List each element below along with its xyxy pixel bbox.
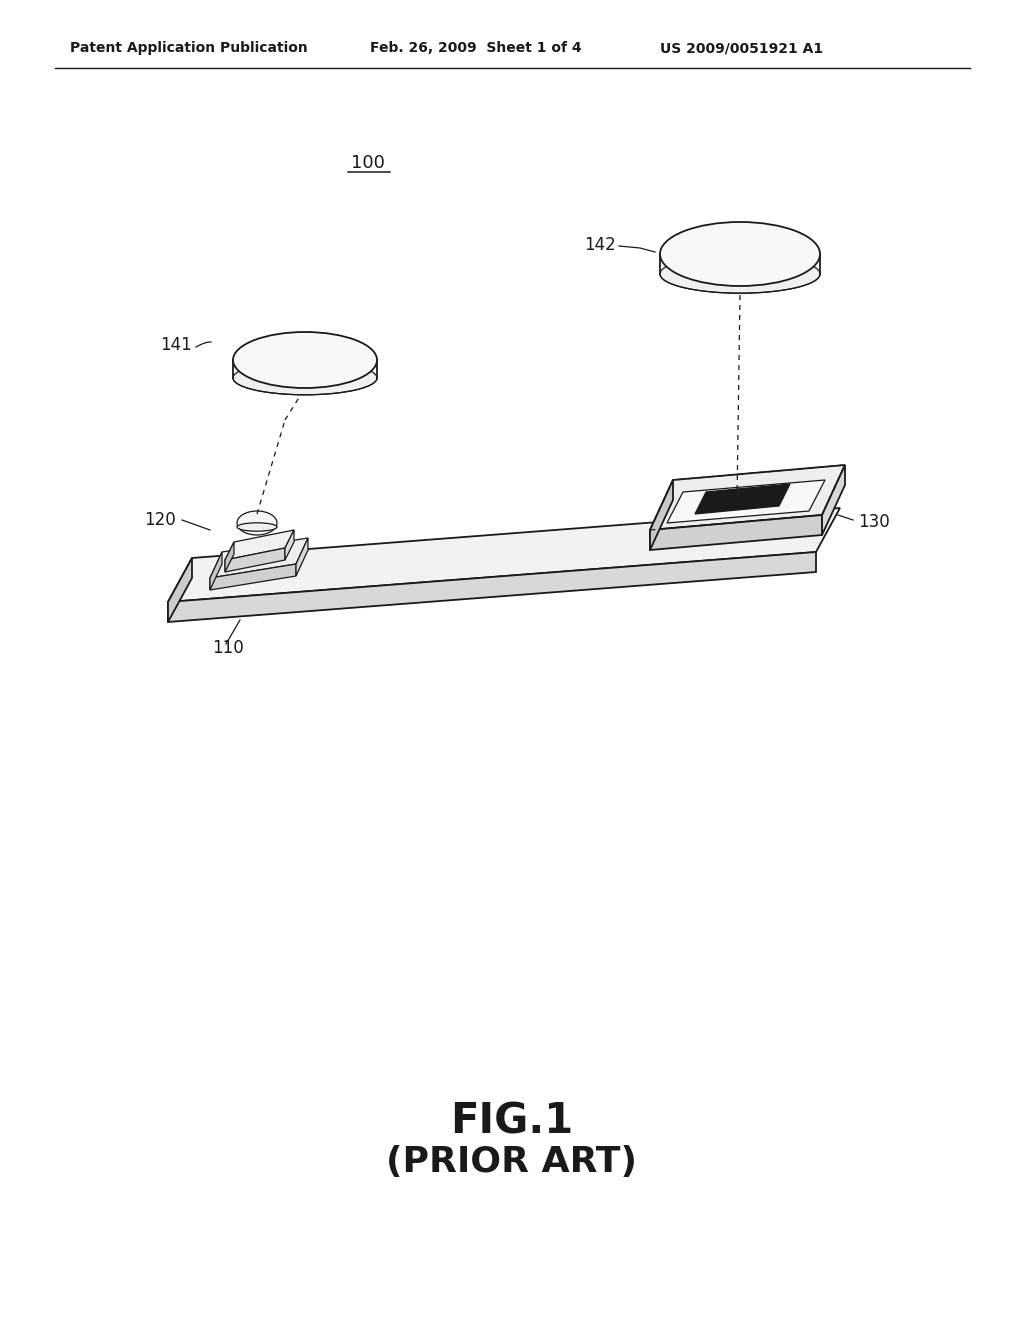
Text: 110: 110 [212, 639, 244, 657]
Polygon shape [168, 552, 816, 622]
Text: FIG.1: FIG.1 [451, 1101, 573, 1143]
Polygon shape [225, 548, 285, 572]
Polygon shape [210, 539, 308, 578]
Text: Feb. 26, 2009  Sheet 1 of 4: Feb. 26, 2009 Sheet 1 of 4 [370, 41, 582, 55]
Polygon shape [285, 531, 294, 560]
Polygon shape [225, 543, 234, 572]
Text: Patent Application Publication: Patent Application Publication [70, 41, 308, 55]
Polygon shape [822, 465, 845, 535]
Text: (PRIOR ART): (PRIOR ART) [386, 1144, 638, 1179]
Text: 130: 130 [858, 513, 890, 531]
Text: US 2009/0051921 A1: US 2009/0051921 A1 [660, 41, 823, 55]
Ellipse shape [660, 255, 820, 293]
Polygon shape [210, 564, 296, 590]
Polygon shape [210, 552, 222, 590]
Text: 142: 142 [585, 236, 616, 253]
Ellipse shape [237, 523, 278, 531]
Ellipse shape [233, 362, 377, 395]
Polygon shape [168, 508, 840, 602]
Polygon shape [650, 480, 673, 550]
Polygon shape [650, 465, 845, 531]
Polygon shape [296, 539, 308, 576]
Text: 141: 141 [160, 337, 193, 354]
Text: 100: 100 [351, 154, 385, 172]
Ellipse shape [237, 511, 278, 535]
Polygon shape [225, 531, 294, 560]
Ellipse shape [660, 222, 820, 286]
Ellipse shape [233, 333, 377, 388]
Polygon shape [650, 515, 822, 550]
Polygon shape [667, 480, 825, 523]
Polygon shape [695, 484, 790, 513]
Text: 120: 120 [144, 511, 176, 529]
Polygon shape [168, 558, 193, 622]
